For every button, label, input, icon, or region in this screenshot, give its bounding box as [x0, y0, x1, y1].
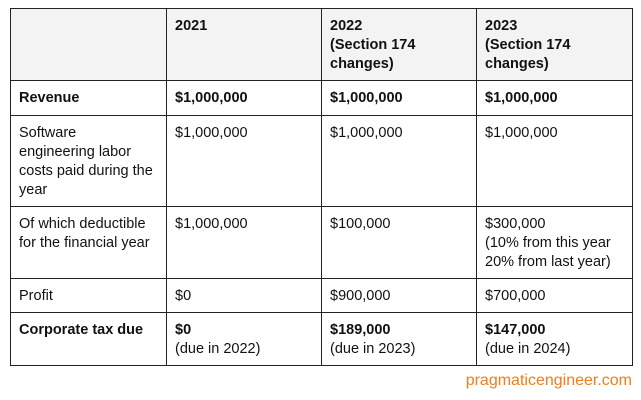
cell-line: $300,000 [485, 216, 546, 232]
cell-line: $1,000,000 [175, 125, 248, 141]
table-cell: $100,000 [321, 206, 477, 279]
cell-line: $1,000,000 [485, 125, 558, 141]
cell-line: for the financial year [19, 235, 150, 251]
table-row: Corporate tax due $0 (due in 2022) $189,000… [10, 312, 633, 366]
table-cell: Software engineering labor costs paid duri… [10, 115, 167, 207]
table-cell: $189,000 (due in 2023) [321, 312, 477, 366]
cell-line: $1,000,000 [485, 90, 558, 106]
cell-line: $1,000,000 [330, 125, 403, 141]
table-cell: 2022 (Section 174 changes) [321, 8, 477, 81]
table-cell: $1,000,000 [476, 115, 633, 207]
table-row: Of which deductible for the financial yea… [10, 206, 633, 279]
table-cell [10, 8, 167, 81]
table-cell: Corporate tax due [10, 312, 167, 366]
cell-line: $0 [175, 288, 192, 304]
table-cell: Revenue [10, 80, 167, 116]
table-row: Revenue $1,000,000 $1,000,000 $1,000,000 [10, 80, 633, 116]
table-cell: 2023 (Section 174 changes) [476, 8, 633, 81]
table-cell: $1,000,000 [321, 115, 477, 207]
cell-line: $0 [175, 322, 192, 338]
table-cell: $0 (due in 2022) [166, 312, 322, 366]
cell-line: $1,000,000 [330, 90, 403, 106]
cell-line: (Section 174 [330, 37, 416, 53]
table-cell: $300,000 (10% from this year 20% from last… [476, 206, 633, 279]
table-cell: $900,000 [321, 278, 477, 313]
table-cell: $0 [166, 278, 322, 313]
footer-brand: pragmaticengineer.com [465, 372, 632, 389]
cell-line: changes) [485, 56, 549, 72]
cell-line: Software [19, 125, 77, 141]
table-cell: 2021 [166, 8, 322, 81]
cell-line: (10% from this year [485, 235, 611, 251]
table-row: Software engineering labor costs paid duri… [10, 115, 633, 207]
cell-line: $700,000 [485, 288, 546, 304]
table-cell: Profit [10, 278, 167, 313]
cell-line: 2021 [175, 18, 208, 34]
table-cell: $1,000,000 [166, 115, 322, 207]
cell-line: $100,000 [330, 216, 391, 232]
cell-line: engineering labor [19, 144, 132, 160]
cell-line: 2022 [330, 18, 363, 34]
cell-line: (Section 174 [485, 37, 571, 53]
cell-line: (due in 2023) [330, 341, 416, 357]
table-row: 2021 2022 (Section 174 changes) 2023 (Section… [10, 8, 633, 81]
table-row: Profit $0 $900,000 $700,000 [10, 278, 633, 313]
table-cell: $147,000 (due in 2024) [476, 312, 633, 366]
cell-line: Profit [19, 288, 53, 304]
cell-line: costs paid during the [19, 163, 153, 179]
cell-line: (due in 2024) [485, 341, 571, 357]
cell-line: (due in 2022) [175, 341, 261, 357]
cell-line: year [19, 182, 48, 198]
cell-line: Corporate tax due [19, 322, 144, 338]
table-cell: $1,000,000 [166, 80, 322, 116]
table-cell: $1,000,000 [476, 80, 633, 116]
table-cell: $1,000,000 [321, 80, 477, 116]
cell-line: $1,000,000 [175, 216, 248, 232]
cell-line: $189,000 [330, 322, 391, 338]
table-cell: $1,000,000 [166, 206, 322, 279]
tax-table: 2021 2022 (Section 174 changes) 2023 (Section… [10, 8, 633, 366]
cell-line: 20% from last year) [485, 254, 611, 270]
cell-line: Of which deductible [19, 216, 146, 232]
cell-line: $1,000,000 [175, 90, 248, 106]
cell-line: Revenue [19, 90, 80, 106]
table-cell: $700,000 [476, 278, 633, 313]
table-cell: Of which deductible for the financial yea… [10, 206, 167, 279]
cell-line: changes) [330, 56, 394, 72]
cell-line: 2023 [485, 18, 518, 34]
cell-line: $147,000 [485, 322, 546, 338]
cell-line: $900,000 [330, 288, 391, 304]
